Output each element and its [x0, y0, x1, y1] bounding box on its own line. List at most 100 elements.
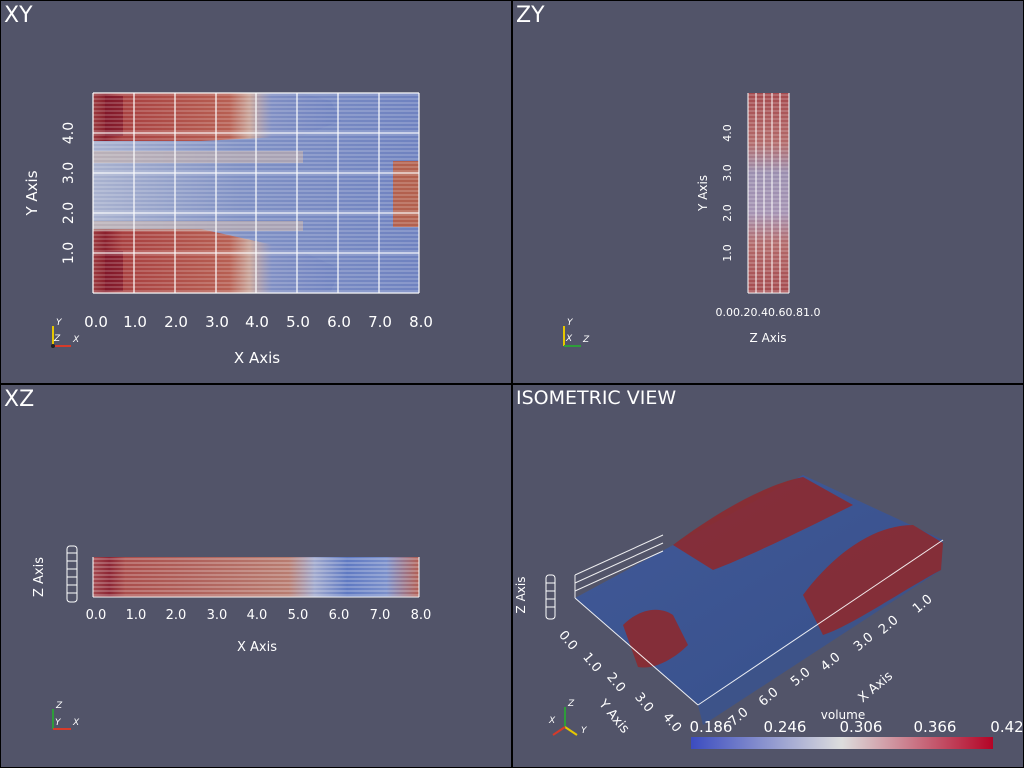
xy-x-tick-label: 4.0: [245, 313, 269, 331]
isometric-view-pane[interactable]: ISOMETRIC VIEW: [513, 385, 1023, 767]
xy-surface-right-patch: [393, 161, 419, 227]
xy-orientation-axes-icon: Y Z X: [51, 318, 80, 348]
iso-y-tick-label: 4.0: [659, 710, 684, 735]
xz-orientation-axes-icon: Z Y X: [52, 701, 80, 730]
svg-text:Y: Y: [55, 718, 62, 728]
svg-text:Y: Y: [56, 318, 63, 328]
svg-text:Z: Z: [567, 699, 575, 709]
xz-x-tick-label: 5.0: [288, 608, 309, 623]
xy-x-tick-label: 3.0: [205, 313, 229, 331]
colorbar-gradient: [691, 737, 993, 749]
xz-view-title: XZ: [4, 387, 35, 412]
xz-x-tick-label: 8.0: [411, 608, 432, 623]
xz-x-tick-label: 2.0: [166, 608, 187, 623]
svg-text:Z: Z: [55, 701, 63, 711]
iso-x-tick-label: 4.0: [818, 650, 843, 675]
xy-y-tick-labels: 1.0 2.0 3.0 4.0: [61, 122, 77, 264]
iso-x-tick-label: 1.0: [910, 592, 935, 617]
xy-surface-top-band: [93, 93, 341, 141]
xz-view-pane[interactable]: XZ 0.: [1, 385, 511, 767]
xy-y-tick-label: 3.0: [61, 162, 77, 184]
xy-x-tick-label: 0.0: [84, 313, 108, 331]
svg-text:Y: Y: [581, 726, 588, 736]
xy-plot: 0.0 1.0 2.0 3.0 4.0 5.0 6.0 7.0 8.0 X Ax…: [23, 92, 433, 367]
colorbar-tick-labels: 0.186 0.246 0.306 0.366 0.42: [690, 718, 1023, 736]
colorbar-tick-label: 0.306: [840, 718, 883, 736]
zy-surface: [748, 93, 789, 293]
colorbar-tick-label: 0.186: [690, 718, 733, 736]
isometric-orientation-axes-icon: Z X Y: [548, 699, 588, 736]
isometric-z-tick-labels-overlap-icon: [545, 574, 556, 620]
xy-grid: [92, 92, 420, 294]
iso-y-tick-label: 3.0: [631, 690, 656, 715]
iso-y-tick-label: 2.0: [603, 670, 628, 695]
xy-surface-light-band: [93, 151, 303, 163]
iso-x-tick-label: 2.0: [876, 613, 901, 638]
colorbar-tick-label: 0.42: [990, 718, 1023, 736]
xy-x-tick-label: 2.0: [164, 313, 188, 331]
xz-x-axis-title: X Axis: [237, 640, 277, 655]
colorbar-tick-label: 0.246: [764, 718, 807, 736]
zy-plot: 0.00.20.40.60.81.0 Z Axis 1.0 2.0 3.0 4.…: [563, 93, 821, 347]
xy-y-tick-label: 4.0: [61, 122, 77, 144]
xy-x-tick-label: 6.0: [327, 313, 351, 331]
zy-y-tick-label: 4.0: [721, 124, 734, 142]
xy-view-title: XY: [4, 3, 33, 28]
zy-y-tick-label: 2.0: [721, 204, 734, 222]
xz-surface: [93, 557, 419, 597]
xz-x-tick-label: 1.0: [126, 608, 147, 623]
iso-x-tick-label: 3.0: [851, 630, 876, 655]
zy-y-tick-label: 1.0: [721, 244, 734, 262]
zy-grid: [747, 93, 790, 294]
xz-x-tick-label: 6.0: [329, 608, 350, 623]
xy-y-axis-title: Y Axis: [23, 170, 41, 216]
xz-x-tick-label: 4.0: [247, 608, 268, 623]
xy-x-tick-label: 8.0: [409, 313, 433, 331]
zy-x-axis-title: Z Axis: [750, 331, 787, 345]
xy-x-tick-labels: 0.0 1.0 2.0 3.0 4.0 5.0 6.0 7.0 8.0: [84, 313, 433, 331]
xy-x-tick-label: 1.0: [123, 313, 147, 331]
svg-text:X: X: [548, 716, 556, 726]
isometric-axes: [574, 534, 944, 706]
xz-x-tick-label: 3.0: [207, 608, 228, 623]
svg-text:Y: Y: [567, 318, 574, 328]
isometric-view-title: ISOMETRIC VIEW: [516, 387, 677, 409]
isometric-red-region: [673, 477, 853, 570]
isometric-x-axis-title: X Axis: [856, 669, 896, 706]
zy-y-tick-labels: 1.0 2.0 3.0 4.0: [721, 124, 734, 262]
iso-y-tick-label: 0.0: [555, 628, 580, 653]
xz-y-axis-title: Z Axis: [32, 557, 47, 597]
zy-x-tick-labels: 0.00.20.40.60.81.0: [716, 306, 821, 319]
isometric-red-region: [623, 609, 688, 668]
zy-view-pane[interactable]: ZY: [513, 1, 1023, 383]
isometric-z-axis-title: Z Axis: [514, 577, 528, 614]
xz-grid: [92, 557, 420, 598]
isometric-plot: 1.0 2.0 3.0 4.0 5.0 6.0 7.0 X Axis 0.0 1…: [514, 475, 1023, 749]
xy-surface-bottom-band: [93, 229, 341, 293]
colorbar-title: volume: [821, 708, 865, 722]
xy-x-tick-label: 7.0: [368, 313, 392, 331]
svg-text:X: X: [72, 335, 80, 345]
svg-text:X: X: [72, 718, 80, 728]
svg-text:X: X: [565, 334, 573, 344]
zy-view-title: ZY: [516, 3, 545, 28]
xz-x-tick-labels: 0.0 1.0 2.0 3.0 4.0 5.0 6.0 7.0 8.0: [86, 608, 432, 623]
xz-x-tick-label: 0.0: [86, 608, 107, 623]
isometric-red-region: [803, 525, 943, 635]
zy-orientation-axes-icon: Y X Z: [563, 318, 590, 347]
colorbar-tick-label: 0.366: [914, 718, 957, 736]
iso-x-tick-label: 6.0: [756, 685, 781, 710]
xy-view-pane[interactable]: XY: [1, 1, 511, 383]
iso-x-tick-label: 5.0: [788, 665, 813, 690]
svg-text:Z: Z: [582, 335, 590, 345]
iso-y-tick-label: 1.0: [579, 650, 604, 675]
xy-y-tick-label: 1.0: [61, 242, 77, 264]
xy-surface-dark-spot: [105, 251, 123, 291]
xz-plot: 0.0 1.0 2.0 3.0 4.0 5.0 6.0 7.0 8.0 X Ax…: [32, 545, 432, 730]
isometric-y-axis-title: Y Axis: [595, 696, 632, 736]
xy-x-axis-title: X Axis: [234, 349, 280, 367]
xy-x-tick-label: 5.0: [286, 313, 310, 331]
xy-surface-light-band: [93, 221, 303, 231]
svg-text:Z: Z: [53, 334, 61, 344]
